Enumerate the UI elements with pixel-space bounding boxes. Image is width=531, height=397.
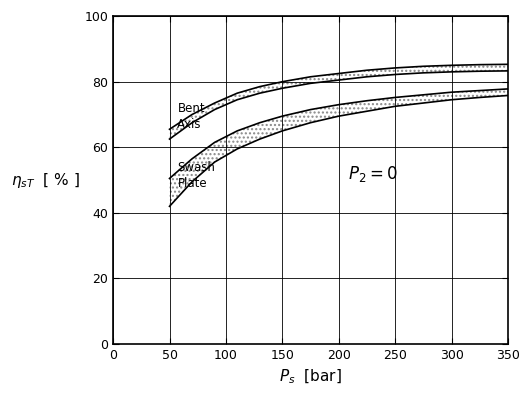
Text: Swash
Plate: Swash Plate xyxy=(177,161,215,190)
Text: $P_2 = 0$: $P_2 = 0$ xyxy=(348,164,398,183)
Y-axis label: $\eta_{sT}$  [ % ]: $\eta_{sT}$ [ % ] xyxy=(11,171,80,190)
X-axis label: $P_s$  [bar]: $P_s$ [bar] xyxy=(279,368,342,386)
Text: Bent
Axis: Bent Axis xyxy=(177,102,205,131)
